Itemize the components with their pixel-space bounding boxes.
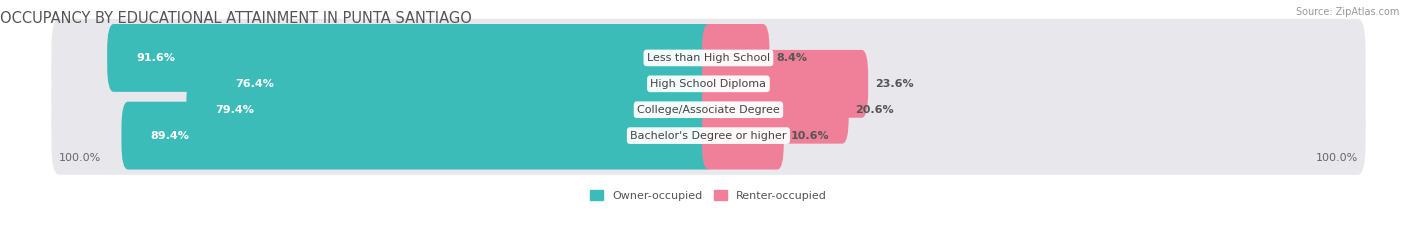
FancyBboxPatch shape — [702, 24, 769, 92]
Text: 10.6%: 10.6% — [790, 131, 830, 141]
FancyBboxPatch shape — [52, 45, 1365, 123]
FancyBboxPatch shape — [52, 96, 1365, 175]
FancyBboxPatch shape — [702, 50, 868, 118]
FancyBboxPatch shape — [702, 76, 849, 144]
Text: 20.6%: 20.6% — [855, 105, 894, 115]
Text: High School Diploma: High School Diploma — [651, 79, 766, 89]
Text: 91.6%: 91.6% — [136, 53, 176, 63]
Text: Less than High School: Less than High School — [647, 53, 770, 63]
Text: Bachelor's Degree or higher: Bachelor's Degree or higher — [630, 131, 787, 141]
FancyBboxPatch shape — [187, 76, 714, 144]
Text: College/Associate Degree: College/Associate Degree — [637, 105, 780, 115]
Text: 79.4%: 79.4% — [215, 105, 254, 115]
FancyBboxPatch shape — [52, 19, 1365, 97]
FancyBboxPatch shape — [107, 24, 714, 92]
FancyBboxPatch shape — [52, 71, 1365, 149]
Text: 89.4%: 89.4% — [150, 131, 190, 141]
Text: Source: ZipAtlas.com: Source: ZipAtlas.com — [1295, 7, 1399, 17]
Text: 76.4%: 76.4% — [235, 79, 274, 89]
Text: 8.4%: 8.4% — [776, 53, 807, 63]
Text: OCCUPANCY BY EDUCATIONAL ATTAINMENT IN PUNTA SANTIAGO: OCCUPANCY BY EDUCATIONAL ATTAINMENT IN P… — [0, 11, 471, 26]
FancyBboxPatch shape — [121, 102, 714, 170]
Legend: Owner-occupied, Renter-occupied: Owner-occupied, Renter-occupied — [591, 190, 827, 201]
FancyBboxPatch shape — [702, 102, 783, 170]
Text: 23.6%: 23.6% — [875, 79, 914, 89]
Text: 100.0%: 100.0% — [59, 153, 101, 163]
Text: 100.0%: 100.0% — [1316, 153, 1358, 163]
FancyBboxPatch shape — [205, 50, 714, 118]
